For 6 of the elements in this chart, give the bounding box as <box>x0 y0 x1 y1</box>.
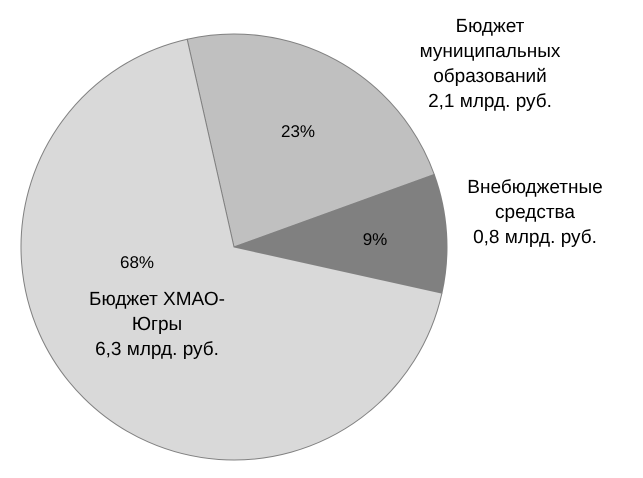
data-label: 9% <box>362 230 388 249</box>
slice-label: Бюджет ХМАО- Югры 6,3 млрд. руб. <box>89 289 225 360</box>
data-label: 68% <box>120 253 154 272</box>
slice-label: Внебюджетные средства 0,8 млрд. руб. <box>467 177 603 248</box>
data-label: 23% <box>280 122 316 141</box>
slice-label: Бюджет муниципальных образований 2,1 млрд. руб. <box>420 16 561 112</box>
